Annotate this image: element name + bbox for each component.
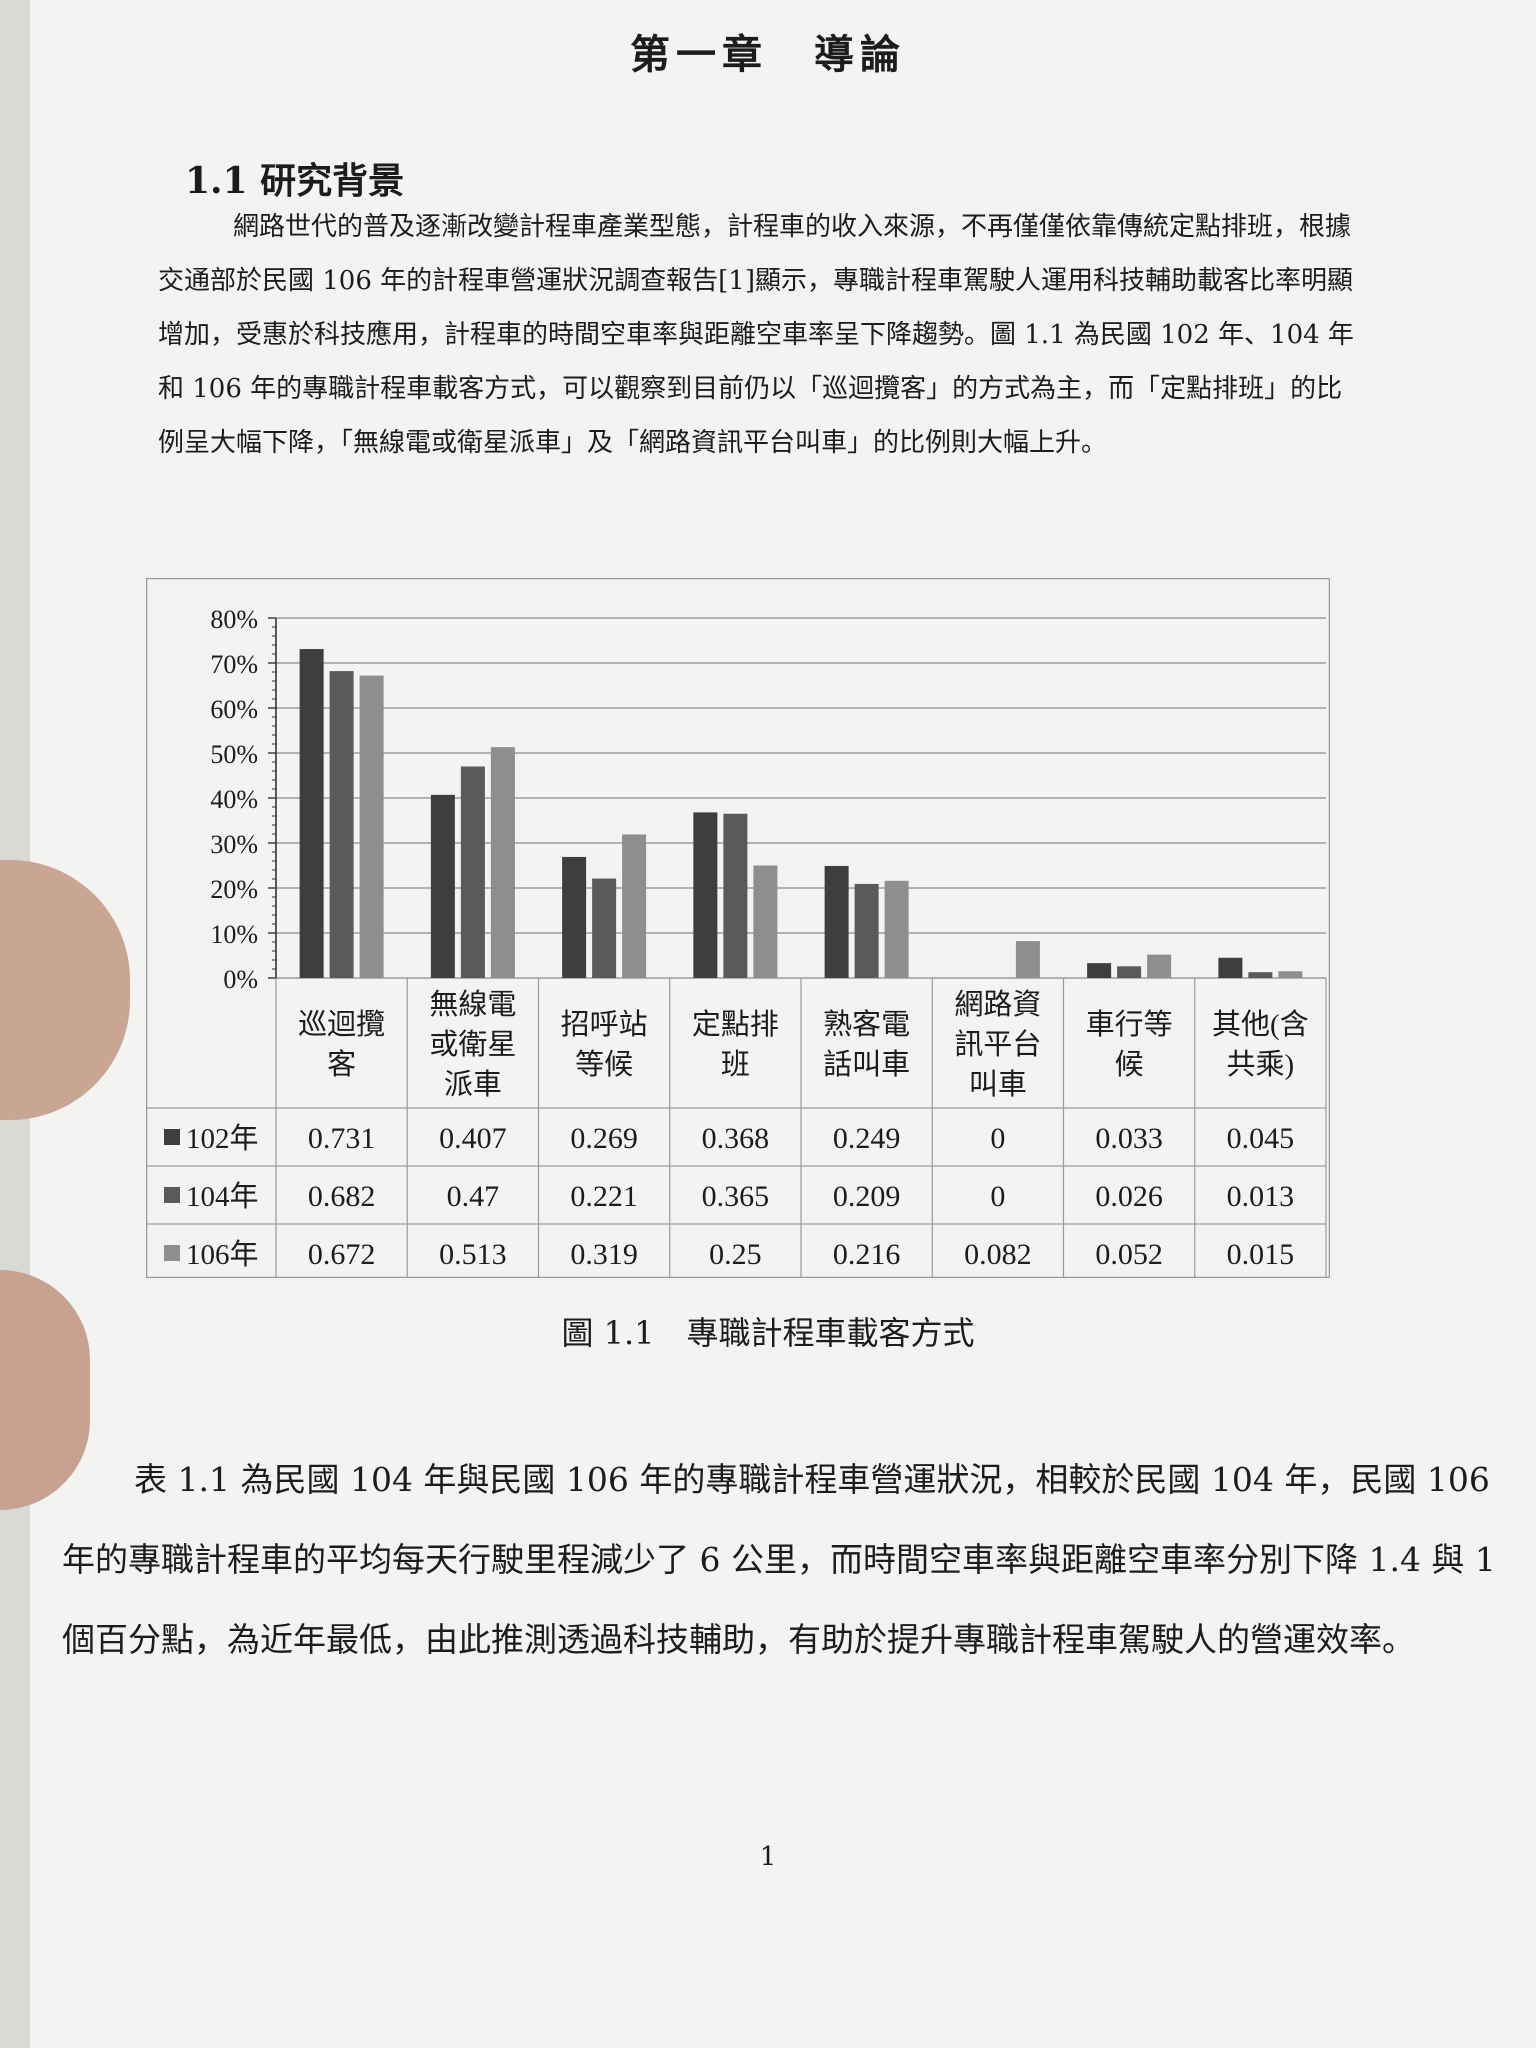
bar xyxy=(824,865,849,978)
y-tick-label: 10% xyxy=(210,920,258,949)
legend-label: 106年 xyxy=(186,1238,259,1271)
paragraph-1: 網路世代的普及逐漸改變計程車產業型態，計程車的收入來源，不再僅僅依靠傳統定點排班… xyxy=(158,212,1354,458)
bar xyxy=(299,649,324,978)
data-label: 0.015 xyxy=(1227,1238,1295,1271)
bar xyxy=(854,883,879,978)
data-label: 0.365 xyxy=(702,1180,770,1213)
data-label: 0 xyxy=(990,1122,1005,1155)
bar xyxy=(1147,954,1172,978)
y-tick-label: 50% xyxy=(210,740,258,769)
y-tick-label: 70% xyxy=(210,650,258,679)
legend-swatch xyxy=(164,1129,180,1145)
category-label: 定點排 xyxy=(692,1008,779,1041)
legend-swatch xyxy=(164,1187,180,1203)
data-label: 0.269 xyxy=(570,1122,638,1155)
bar xyxy=(1087,963,1112,978)
figure-caption: 圖 1.1 專職計程車載客方式 xyxy=(561,1314,975,1352)
category-label: 共乘) xyxy=(1227,1048,1295,1081)
category-label: 派車 xyxy=(444,1068,502,1101)
y-tick-label: 20% xyxy=(210,875,258,904)
bar xyxy=(1117,966,1142,978)
data-label: 0.731 xyxy=(308,1122,376,1155)
data-label: 0.045 xyxy=(1227,1122,1295,1155)
category-label: 候 xyxy=(1115,1048,1144,1081)
category-label: 網路資 xyxy=(954,988,1041,1021)
category-label: 等候 xyxy=(575,1048,633,1081)
bar xyxy=(753,865,778,978)
y-tick-label: 30% xyxy=(210,830,258,859)
legend-label: 102年 xyxy=(186,1122,259,1155)
bar xyxy=(693,812,718,978)
data-label: 0.407 xyxy=(439,1122,507,1155)
legend-swatch xyxy=(164,1245,180,1261)
category-label: 熟客電 xyxy=(823,1008,910,1041)
y-tick-label: 60% xyxy=(210,695,258,724)
data-label: 0.368 xyxy=(702,1122,770,1155)
data-label: 0 xyxy=(990,1180,1005,1213)
data-label: 0.682 xyxy=(308,1180,376,1213)
legend-label: 104年 xyxy=(186,1180,259,1213)
bar xyxy=(1278,971,1303,978)
data-label: 0.052 xyxy=(1095,1238,1163,1271)
bar xyxy=(329,671,354,978)
bar xyxy=(723,813,748,978)
data-label: 0.47 xyxy=(447,1180,500,1213)
document-page xyxy=(30,0,1536,2048)
data-label: 0.033 xyxy=(1095,1122,1163,1155)
category-label: 車行等 xyxy=(1086,1008,1173,1041)
data-label: 0.026 xyxy=(1095,1180,1163,1213)
category-label: 叫車 xyxy=(969,1068,1027,1101)
bar xyxy=(562,856,587,978)
chart-frame xyxy=(146,578,1330,1278)
page-number: 1 xyxy=(759,1842,777,1872)
category-label: 班 xyxy=(721,1048,750,1081)
section-title: 1.1 研究背景 xyxy=(185,160,405,202)
y-tick-label: 40% xyxy=(210,785,258,814)
bar xyxy=(460,766,485,978)
bar-chart: 0% 10% 20% 30% 40% 50% 60% 70% 80% 巡迴攬客 無線電或衛星派車 招呼… xyxy=(146,578,1330,1278)
bar xyxy=(490,747,515,978)
bar xyxy=(1248,972,1273,978)
category-label: 招呼站 xyxy=(561,1008,648,1041)
category-label: 或衛星 xyxy=(429,1028,516,1061)
data-label: 0.209 xyxy=(833,1180,901,1213)
bar xyxy=(592,878,617,978)
bar xyxy=(359,675,384,978)
category-label: 巡迴攬 xyxy=(298,1008,385,1041)
data-label: 0.082 xyxy=(964,1238,1032,1271)
category-label: 客 xyxy=(327,1048,356,1081)
paragraph-2: 表 1.1 為民國 104 年與民國 106 年的專職計程車營運狀況，相較於民國… xyxy=(62,1460,1496,1659)
chapter-title: 第一章 導論 xyxy=(630,31,906,78)
data-label: 0.013 xyxy=(1227,1180,1295,1213)
category-label: 其他(含 xyxy=(1212,1008,1309,1041)
category-label: 無線電 xyxy=(429,988,516,1021)
bar xyxy=(884,880,909,978)
data-label: 0.216 xyxy=(833,1238,901,1271)
figure-chart: 0% 10% 20% 30% 40% 50% 60% 70% 80% 巡迴攬客 無線電或衛星派車 招呼… xyxy=(146,578,1330,1278)
data-label: 0.513 xyxy=(439,1238,507,1271)
bar xyxy=(430,794,455,978)
data-label: 0.221 xyxy=(570,1180,638,1213)
bar xyxy=(1015,941,1040,978)
bar xyxy=(622,834,647,978)
y-tick-label: 0% xyxy=(223,965,258,994)
y-tick-label: 80% xyxy=(210,605,258,634)
bar xyxy=(1218,957,1243,978)
category-label: 話叫車 xyxy=(823,1048,910,1081)
data-label: 0.319 xyxy=(570,1238,638,1271)
data-label: 0.249 xyxy=(833,1122,901,1155)
category-label: 訊平台 xyxy=(954,1028,1041,1061)
data-label: 0.672 xyxy=(308,1238,376,1271)
data-label: 0.25 xyxy=(709,1238,762,1271)
